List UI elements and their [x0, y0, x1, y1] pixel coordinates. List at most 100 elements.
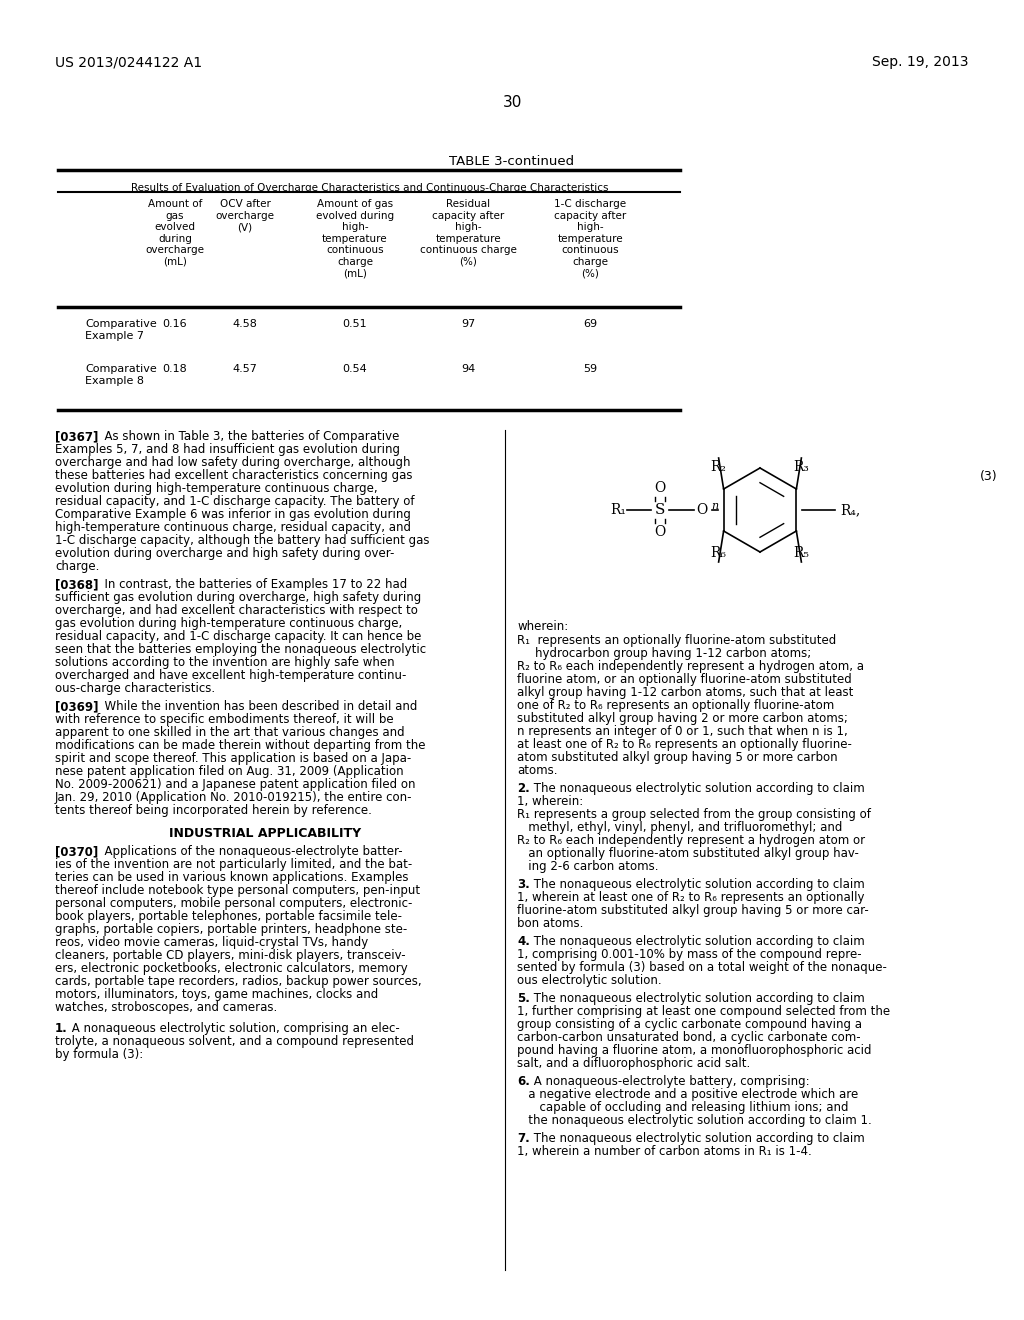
Text: 0.54: 0.54 [343, 364, 368, 374]
Text: spirit and scope thereof. This application is based on a Japa-: spirit and scope thereof. This applicati… [55, 752, 412, 766]
Text: 30: 30 [503, 95, 521, 110]
Text: [0370]: [0370] [55, 845, 98, 858]
Text: 0.16: 0.16 [163, 319, 187, 329]
Text: 1, further comprising at least one compound selected from the: 1, further comprising at least one compo… [517, 1005, 890, 1018]
Text: carbon-carbon unsaturated bond, a cyclic carbonate com-: carbon-carbon unsaturated bond, a cyclic… [517, 1031, 860, 1044]
Text: sented by formula (3) based on a total weight of the nonaque-: sented by formula (3) based on a total w… [517, 961, 887, 974]
Text: charge.: charge. [55, 560, 99, 573]
Text: R₂ to R₆ each independently represent a hydrogen atom or: R₂ to R₆ each independently represent a … [517, 834, 865, 847]
Text: O: O [654, 525, 666, 539]
Text: evolution during overcharge and high safety during over-: evolution during overcharge and high saf… [55, 546, 394, 560]
Text: book players, portable telephones, portable facsimile tele-: book players, portable telephones, porta… [55, 909, 402, 923]
Text: residual capacity, and 1-C discharge capacity. It can hence be: residual capacity, and 1-C discharge cap… [55, 630, 421, 643]
Text: cards, portable tape recorders, radios, backup power sources,: cards, portable tape recorders, radios, … [55, 975, 422, 987]
Text: Examples 5, 7, and 8 had insufficient gas evolution during: Examples 5, 7, and 8 had insufficient ga… [55, 444, 400, 455]
Text: by formula (3):: by formula (3): [55, 1048, 143, 1061]
Text: 0.51: 0.51 [343, 319, 368, 329]
Text: Results of Evaluation of Overcharge Characteristics and Continuous-Charge Charac: Results of Evaluation of Overcharge Char… [131, 183, 608, 193]
Text: The nonaqueous electrolytic solution according to claim: The nonaqueous electrolytic solution acc… [530, 878, 864, 891]
Text: methyl, ethyl, vinyl, phenyl, and trifluoromethyl; and: methyl, ethyl, vinyl, phenyl, and triflu… [517, 821, 843, 834]
Text: A nonaqueous electrolytic solution, comprising an elec-: A nonaqueous electrolytic solution, comp… [68, 1022, 399, 1035]
Text: cleaners, portable CD players, mini-disk players, transceiv-: cleaners, portable CD players, mini-disk… [55, 949, 406, 962]
Text: group consisting of a cyclic carbonate compound having a: group consisting of a cyclic carbonate c… [517, 1018, 862, 1031]
Text: R₃: R₃ [794, 459, 809, 474]
Text: A nonaqueous-electrolyte battery, comprising:: A nonaqueous-electrolyte battery, compri… [530, 1074, 810, 1088]
Text: 3.: 3. [517, 878, 529, 891]
Text: 1, wherein:: 1, wherein: [517, 795, 584, 808]
Text: While the invention has been described in detail and: While the invention has been described i… [97, 700, 418, 713]
Text: evolution during high-temperature continuous charge,: evolution during high-temperature contin… [55, 482, 378, 495]
Text: ous electrolytic solution.: ous electrolytic solution. [517, 974, 662, 987]
Text: (3): (3) [980, 470, 997, 483]
Text: [0369]: [0369] [55, 700, 98, 713]
Text: 5.: 5. [517, 993, 529, 1005]
Text: INDUSTRIAL APPLICABILITY: INDUSTRIAL APPLICABILITY [169, 828, 361, 840]
Text: OCV after
overcharge
(V): OCV after overcharge (V) [215, 199, 274, 232]
Text: 69: 69 [583, 319, 597, 329]
Text: Comparative
Example 8: Comparative Example 8 [85, 364, 157, 385]
Text: 6.: 6. [517, 1074, 529, 1088]
Text: 2.: 2. [517, 781, 529, 795]
Text: Sep. 19, 2013: Sep. 19, 2013 [872, 55, 969, 69]
Text: 1, wherein a number of carbon atoms in R₁ is 1-4.: 1, wherein a number of carbon atoms in R… [517, 1144, 812, 1158]
Text: atoms.: atoms. [517, 764, 557, 777]
Text: personal computers, mobile personal computers, electronic-: personal computers, mobile personal comp… [55, 898, 413, 909]
Text: 1.: 1. [55, 1022, 68, 1035]
Text: n: n [711, 502, 718, 511]
Text: Comparative Example 6 was inferior in gas evolution during: Comparative Example 6 was inferior in ga… [55, 508, 411, 521]
Text: Comparative
Example 7: Comparative Example 7 [85, 319, 157, 341]
Text: R₅: R₅ [794, 546, 809, 560]
Text: wherein:: wherein: [517, 620, 568, 634]
Text: R₂ to R₆ each independently represent a hydrogen atom, a: R₂ to R₆ each independently represent a … [517, 660, 864, 673]
Text: ies of the invention are not particularly limited, and the bat-: ies of the invention are not particularl… [55, 858, 413, 871]
Text: trolyte, a nonaqueous solvent, and a compound represented: trolyte, a nonaqueous solvent, and a com… [55, 1035, 414, 1048]
Text: ing 2-6 carbon atoms.: ing 2-6 carbon atoms. [517, 861, 658, 873]
Text: these batteries had excellent characteristics concerning gas: these batteries had excellent characteri… [55, 469, 413, 482]
Text: overcharge, and had excellent characteristics with respect to: overcharge, and had excellent characteri… [55, 605, 418, 616]
Text: R₄,: R₄, [840, 503, 860, 517]
Text: apparent to one skilled in the art that various changes and: apparent to one skilled in the art that … [55, 726, 404, 739]
Text: pound having a fluorine atom, a monofluorophosphoric acid: pound having a fluorine atom, a monofluo… [517, 1044, 871, 1057]
Text: Amount of gas
evolved during
high-
temperature
continuous
charge
(mL): Amount of gas evolved during high- tempe… [316, 199, 394, 279]
Text: Residual
capacity after
high-
temperature
continuous charge
(%): Residual capacity after high- temperatur… [420, 199, 516, 267]
Text: substituted alkyl group having 2 or more carbon atoms;: substituted alkyl group having 2 or more… [517, 711, 848, 725]
Text: a negative electrode and a positive electrode which are: a negative electrode and a positive elec… [517, 1088, 858, 1101]
Text: Applications of the nonaqueous-electrolyte batter-: Applications of the nonaqueous-electroly… [97, 845, 402, 858]
Text: O: O [654, 480, 666, 495]
Text: 1-C discharge capacity, although the battery had sufficient gas: 1-C discharge capacity, although the bat… [55, 535, 429, 546]
Text: S: S [654, 503, 666, 517]
Text: TABLE 3-continued: TABLE 3-continued [450, 154, 574, 168]
Text: watches, stroboscopes, and cameras.: watches, stroboscopes, and cameras. [55, 1001, 278, 1014]
Text: US 2013/0244122 A1: US 2013/0244122 A1 [55, 55, 202, 69]
Text: R₆: R₆ [711, 546, 727, 560]
Text: alkyl group having 1-12 carbon atoms, such that at least: alkyl group having 1-12 carbon atoms, su… [517, 686, 853, 700]
Text: nese patent application filed on Aug. 31, 2009 (Application: nese patent application filed on Aug. 31… [55, 766, 403, 777]
Text: high-temperature continuous charge, residual capacity, and: high-temperature continuous charge, resi… [55, 521, 411, 535]
Text: overcharge and had low safety during overcharge, although: overcharge and had low safety during ove… [55, 455, 411, 469]
Text: 1, wherein at least one of R₂ to R₆ represents an optionally: 1, wherein at least one of R₂ to R₆ repr… [517, 891, 864, 904]
Text: teries can be used in various known applications. Examples: teries can be used in various known appl… [55, 871, 409, 884]
Text: an optionally fluorine-atom substituted alkyl group hav-: an optionally fluorine-atom substituted … [517, 847, 859, 861]
Text: 7.: 7. [517, 1133, 529, 1144]
Text: fluorine atom, or an optionally fluorine-atom substituted: fluorine atom, or an optionally fluorine… [517, 673, 852, 686]
Text: 4.57: 4.57 [232, 364, 257, 374]
Text: R₁  represents an optionally fluorine-atom substituted: R₁ represents an optionally fluorine-ato… [517, 634, 837, 647]
Text: with reference to specific embodiments thereof, it will be: with reference to specific embodiments t… [55, 713, 393, 726]
Text: Jan. 29, 2010 (Application No. 2010-019215), the entire con-: Jan. 29, 2010 (Application No. 2010-0192… [55, 791, 413, 804]
Text: salt, and a difluorophosphoric acid salt.: salt, and a difluorophosphoric acid salt… [517, 1057, 751, 1071]
Text: The nonaqueous electrolytic solution according to claim: The nonaqueous electrolytic solution acc… [530, 1133, 864, 1144]
Text: sufficient gas evolution during overcharge, high safety during: sufficient gas evolution during overchar… [55, 591, 421, 605]
Text: 94: 94 [461, 364, 475, 374]
Text: seen that the batteries employing the nonaqueous electrolytic: seen that the batteries employing the no… [55, 643, 426, 656]
Text: In contrast, the batteries of Examples 17 to 22 had: In contrast, the batteries of Examples 1… [97, 578, 408, 591]
Text: The nonaqueous electrolytic solution according to claim: The nonaqueous electrolytic solution acc… [530, 781, 864, 795]
Text: overcharged and have excellent high-temperature continu-: overcharged and have excellent high-temp… [55, 669, 407, 682]
Text: graphs, portable copiers, portable printers, headphone ste-: graphs, portable copiers, portable print… [55, 923, 408, 936]
Text: 1, comprising 0.001-10% by mass of the compound repre-: 1, comprising 0.001-10% by mass of the c… [517, 948, 861, 961]
Text: the nonaqueous electrolytic solution according to claim 1.: the nonaqueous electrolytic solution acc… [517, 1114, 871, 1127]
Text: R₁: R₁ [610, 503, 626, 517]
Text: n represents an integer of 0 or 1, such that when n is 1,: n represents an integer of 0 or 1, such … [517, 725, 848, 738]
Text: [0368]: [0368] [55, 578, 98, 591]
Text: gas evolution during high-temperature continuous charge,: gas evolution during high-temperature co… [55, 616, 402, 630]
Text: capable of occluding and releasing lithium ions; and: capable of occluding and releasing lithi… [517, 1101, 849, 1114]
